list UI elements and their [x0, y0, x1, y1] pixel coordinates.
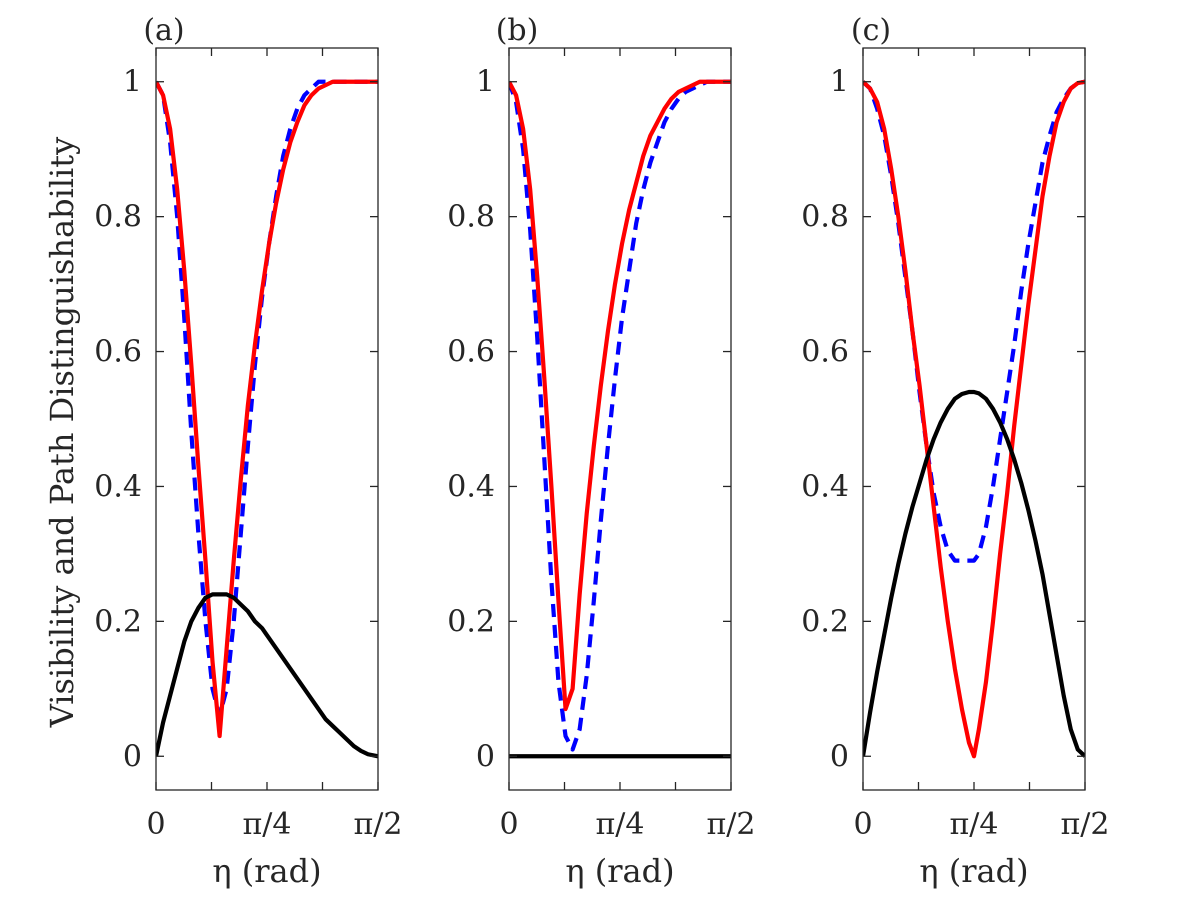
x-axis-label: η (rad) [212, 852, 321, 890]
x-axis-label: η (rad) [919, 852, 1028, 890]
y-tick-label: 0 [830, 739, 849, 774]
x-tick-label: π/4 [950, 807, 999, 842]
plot-area [509, 79, 731, 759]
x-tick-label: 0 [146, 807, 165, 842]
plot-area [863, 79, 1085, 759]
panel-b: 0 0.2 0.4 0.6 0.8 1 0 π/4 π/2 η (rad) (b) [447, 13, 755, 890]
y-tick-label: 0.2 [94, 604, 142, 639]
y-tick-label: 0.8 [801, 200, 849, 235]
y-tick-label: 0.4 [94, 469, 142, 504]
y-tick-label: 0 [476, 739, 495, 774]
x-tick-label: π/2 [1061, 807, 1110, 842]
x-tick-label: π/4 [243, 807, 292, 842]
series-dashed-line [509, 79, 731, 752]
axes-frame [862, 47, 1086, 791]
y-tick-label: 0.8 [94, 200, 142, 235]
series-dashed-line [156, 79, 378, 718]
y-tick-label: 0.8 [447, 200, 495, 235]
x-tick-label: 0 [853, 807, 872, 842]
y-axis-label: Visibility and Path Distinguishability [43, 137, 81, 728]
panel-label: (c) [851, 13, 891, 48]
panel-label: (a) [143, 13, 184, 48]
series-black-line [863, 389, 1085, 758]
y-tick-label: 1 [476, 65, 495, 100]
panel-a: 0 0.2 0.4 0.6 0.8 1 0 π/4 π/2 η (rad) (a) [94, 13, 402, 890]
y-tick-label: 0.6 [447, 335, 495, 370]
panel-label: (b) [496, 13, 539, 48]
y-tick-label: 0 [123, 739, 142, 774]
y-tick-label: 0.2 [801, 604, 849, 639]
y-tick-label: 1 [123, 65, 142, 100]
x-tick-label: 0 [499, 807, 518, 842]
panel-c: 0 0.2 0.4 0.6 0.8 1 0 π/4 π/2 η (rad) (c) [801, 13, 1109, 890]
series-solid-line [863, 79, 1085, 759]
x-tick-label: π/2 [707, 807, 756, 842]
x-axis-label: η (rad) [565, 852, 674, 890]
series-solid-line [509, 79, 731, 712]
y-tick-label: 0.6 [801, 335, 849, 370]
series-dashed-line [863, 79, 1085, 563]
y-tick-label: 0.4 [801, 469, 849, 504]
y-tick-label: 1 [830, 65, 849, 100]
x-tick-label: π/2 [354, 807, 403, 842]
y-tick-label: 0.2 [447, 604, 495, 639]
y-tick-label: 0.4 [447, 469, 495, 504]
series-black-line [156, 592, 378, 759]
plot-area [156, 79, 378, 759]
x-tick-label: π/4 [596, 807, 645, 842]
y-tick-label: 0.6 [94, 335, 142, 370]
series-solid-line [156, 79, 378, 739]
